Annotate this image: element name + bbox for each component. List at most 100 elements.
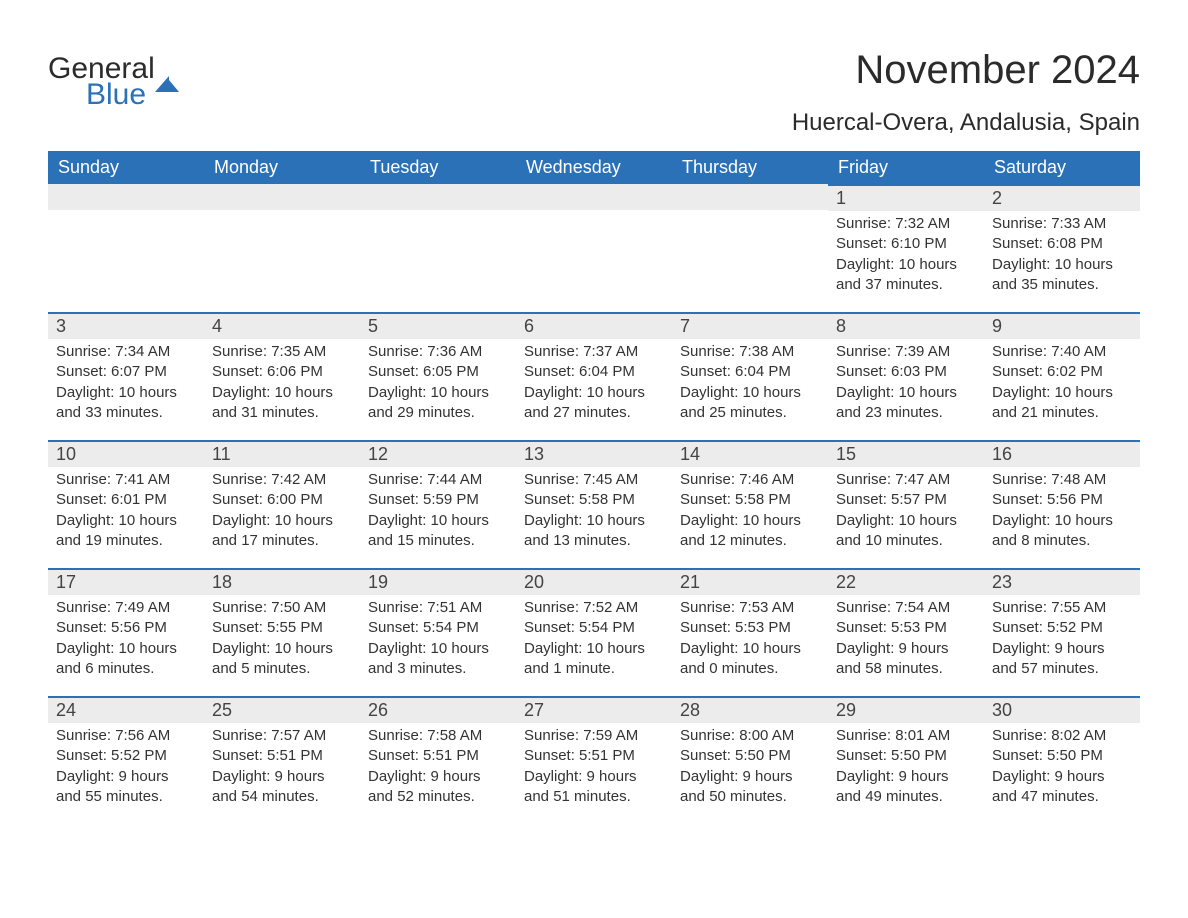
day-body: Sunrise: 7:51 AMSunset: 5:54 PMDaylight:… [360, 595, 516, 687]
sunset-text: Sunset: 5:51 PM [524, 746, 664, 766]
day-cell: 28Sunrise: 8:00 AMSunset: 5:50 PMDayligh… [672, 696, 828, 824]
sunrise-text: Sunrise: 7:32 AM [836, 214, 976, 234]
daylight-text: Daylight: 9 hours and 47 minutes. [992, 767, 1132, 808]
day-body: Sunrise: 7:41 AMSunset: 6:01 PMDaylight:… [48, 467, 204, 559]
week-row: 24Sunrise: 7:56 AMSunset: 5:52 PMDayligh… [48, 696, 1140, 824]
logo-text: General Blue [48, 54, 155, 110]
daylight-text: Daylight: 10 hours and 17 minutes. [212, 511, 352, 552]
weekday-header-row: Sunday Monday Tuesday Wednesday Thursday… [48, 151, 1140, 184]
daylight-text: Daylight: 9 hours and 49 minutes. [836, 767, 976, 808]
day-body: Sunrise: 7:52 AMSunset: 5:54 PMDaylight:… [516, 595, 672, 687]
sunrise-text: Sunrise: 7:51 AM [368, 598, 508, 618]
day-number: 16 [984, 440, 1140, 467]
day-cell: 18Sunrise: 7:50 AMSunset: 5:55 PMDayligh… [204, 568, 360, 696]
day-cell: 19Sunrise: 7:51 AMSunset: 5:54 PMDayligh… [360, 568, 516, 696]
day-body: Sunrise: 7:34 AMSunset: 6:07 PMDaylight:… [48, 339, 204, 431]
daylight-text: Daylight: 9 hours and 55 minutes. [56, 767, 196, 808]
day-number: 4 [204, 312, 360, 339]
daylight-text: Daylight: 10 hours and 21 minutes. [992, 383, 1132, 424]
sunset-text: Sunset: 6:00 PM [212, 490, 352, 510]
sunrise-text: Sunrise: 7:35 AM [212, 342, 352, 362]
day-cell: 15Sunrise: 7:47 AMSunset: 5:57 PMDayligh… [828, 440, 984, 568]
sunset-text: Sunset: 5:52 PM [56, 746, 196, 766]
sunset-text: Sunset: 6:01 PM [56, 490, 196, 510]
day-number: 5 [360, 312, 516, 339]
day-number: 29 [828, 696, 984, 723]
day-number: 13 [516, 440, 672, 467]
sunset-text: Sunset: 5:50 PM [680, 746, 820, 766]
weekday-saturday: Saturday [984, 151, 1140, 184]
empty-day-bar [672, 184, 828, 210]
weekday-monday: Monday [204, 151, 360, 184]
day-body: Sunrise: 7:44 AMSunset: 5:59 PMDaylight:… [360, 467, 516, 559]
sunset-text: Sunset: 5:52 PM [992, 618, 1132, 638]
day-cell [360, 184, 516, 312]
empty-day-bar [48, 184, 204, 210]
day-cell: 17Sunrise: 7:49 AMSunset: 5:56 PMDayligh… [48, 568, 204, 696]
day-body: Sunrise: 7:47 AMSunset: 5:57 PMDaylight:… [828, 467, 984, 559]
sunrise-text: Sunrise: 7:54 AM [836, 598, 976, 618]
sunset-text: Sunset: 6:02 PM [992, 362, 1132, 382]
sunset-text: Sunset: 6:05 PM [368, 362, 508, 382]
day-body: Sunrise: 7:39 AMSunset: 6:03 PMDaylight:… [828, 339, 984, 431]
day-number: 23 [984, 568, 1140, 595]
sunset-text: Sunset: 5:50 PM [992, 746, 1132, 766]
day-body: Sunrise: 7:50 AMSunset: 5:55 PMDaylight:… [204, 595, 360, 687]
sunset-text: Sunset: 5:51 PM [212, 746, 352, 766]
daylight-text: Daylight: 10 hours and 25 minutes. [680, 383, 820, 424]
day-cell: 29Sunrise: 8:01 AMSunset: 5:50 PMDayligh… [828, 696, 984, 824]
day-body: Sunrise: 7:32 AMSunset: 6:10 PMDaylight:… [828, 211, 984, 303]
day-cell: 11Sunrise: 7:42 AMSunset: 6:00 PMDayligh… [204, 440, 360, 568]
day-cell: 26Sunrise: 7:58 AMSunset: 5:51 PMDayligh… [360, 696, 516, 824]
weeks-container: 1Sunrise: 7:32 AMSunset: 6:10 PMDaylight… [48, 184, 1140, 824]
sunrise-text: Sunrise: 7:48 AM [992, 470, 1132, 490]
sunrise-text: Sunrise: 7:42 AM [212, 470, 352, 490]
day-cell: 25Sunrise: 7:57 AMSunset: 5:51 PMDayligh… [204, 696, 360, 824]
day-cell: 6Sunrise: 7:37 AMSunset: 6:04 PMDaylight… [516, 312, 672, 440]
day-body: Sunrise: 7:36 AMSunset: 6:05 PMDaylight:… [360, 339, 516, 431]
day-cell: 3Sunrise: 7:34 AMSunset: 6:07 PMDaylight… [48, 312, 204, 440]
week-row: 1Sunrise: 7:32 AMSunset: 6:10 PMDaylight… [48, 184, 1140, 312]
daylight-text: Daylight: 10 hours and 6 minutes. [56, 639, 196, 680]
daylight-text: Daylight: 9 hours and 54 minutes. [212, 767, 352, 808]
day-body: Sunrise: 7:58 AMSunset: 5:51 PMDaylight:… [360, 723, 516, 815]
sunset-text: Sunset: 5:53 PM [836, 618, 976, 638]
day-number: 6 [516, 312, 672, 339]
day-number: 9 [984, 312, 1140, 339]
sunset-text: Sunset: 5:53 PM [680, 618, 820, 638]
day-number: 8 [828, 312, 984, 339]
daylight-text: Daylight: 10 hours and 10 minutes. [836, 511, 976, 552]
day-body: Sunrise: 7:59 AMSunset: 5:51 PMDaylight:… [516, 723, 672, 815]
day-number: 17 [48, 568, 204, 595]
sunset-text: Sunset: 6:03 PM [836, 362, 976, 382]
daylight-text: Daylight: 10 hours and 35 minutes. [992, 255, 1132, 296]
header: General Blue November 2024 Huercal-Overa… [48, 30, 1140, 137]
calendar: Sunday Monday Tuesday Wednesday Thursday… [48, 151, 1140, 824]
sunrise-text: Sunrise: 7:52 AM [524, 598, 664, 618]
day-number: 27 [516, 696, 672, 723]
sunrise-text: Sunrise: 7:34 AM [56, 342, 196, 362]
logo-triangle-icon [155, 76, 179, 96]
day-number: 3 [48, 312, 204, 339]
weekday-thursday: Thursday [672, 151, 828, 184]
weekday-sunday: Sunday [48, 151, 204, 184]
sunset-text: Sunset: 5:50 PM [836, 746, 976, 766]
day-cell: 5Sunrise: 7:36 AMSunset: 6:05 PMDaylight… [360, 312, 516, 440]
sunset-text: Sunset: 5:54 PM [524, 618, 664, 638]
sunrise-text: Sunrise: 7:40 AM [992, 342, 1132, 362]
day-number: 1 [828, 184, 984, 211]
day-number: 25 [204, 696, 360, 723]
sunset-text: Sunset: 6:04 PM [524, 362, 664, 382]
day-cell: 2Sunrise: 7:33 AMSunset: 6:08 PMDaylight… [984, 184, 1140, 312]
daylight-text: Daylight: 10 hours and 15 minutes. [368, 511, 508, 552]
sunrise-text: Sunrise: 7:41 AM [56, 470, 196, 490]
weekday-tuesday: Tuesday [360, 151, 516, 184]
weekday-friday: Friday [828, 151, 984, 184]
day-cell: 23Sunrise: 7:55 AMSunset: 5:52 PMDayligh… [984, 568, 1140, 696]
daylight-text: Daylight: 9 hours and 58 minutes. [836, 639, 976, 680]
daylight-text: Daylight: 10 hours and 8 minutes. [992, 511, 1132, 552]
empty-day-bar [204, 184, 360, 210]
sunrise-text: Sunrise: 7:53 AM [680, 598, 820, 618]
day-cell: 9 Sunrise: 7:40 AMSunset: 6:02 PMDaylight… [984, 312, 1140, 440]
sunrise-text: Sunrise: 7:47 AM [836, 470, 976, 490]
